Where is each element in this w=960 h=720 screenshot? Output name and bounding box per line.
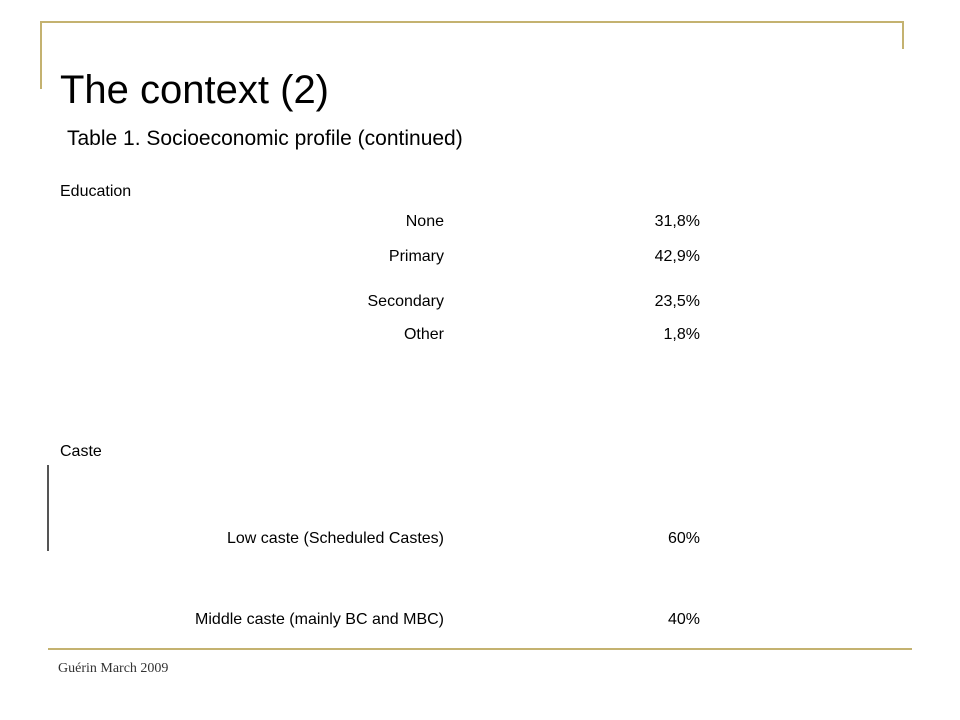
education-row-value: 31,8%	[654, 213, 700, 230]
left-vertical-rule	[47, 465, 49, 551]
footer-credit: Guérin March 2009	[58, 661, 169, 676]
education-row-label: None	[405, 213, 444, 230]
caste-row-value: 60%	[667, 530, 700, 547]
education-row-value: 1,8%	[663, 326, 700, 343]
table-caption: Table 1. Socioeconomic profile (continue…	[67, 127, 463, 150]
bottom-decorative-line	[48, 648, 912, 650]
caste-row-label: Low caste (Scheduled Castes)	[227, 530, 444, 547]
education-heading: Education	[60, 183, 132, 200]
education-row-label: Other	[403, 326, 444, 343]
top-left-decorative-tick	[40, 21, 42, 89]
caste-heading: Caste	[60, 443, 102, 460]
education-row-label: Secondary	[367, 293, 445, 310]
caste-row-value: 40%	[667, 611, 700, 628]
top-right-decorative-tick	[902, 21, 904, 49]
education-row-value: 42,9%	[654, 248, 700, 265]
education-row-value: 23,5%	[654, 293, 700, 310]
top-decorative-line	[40, 21, 904, 23]
slide-title: The context (2)	[60, 68, 330, 112]
caste-row-label: Middle caste (mainly BC and MBC)	[195, 611, 444, 628]
education-row-label: Primary	[388, 248, 444, 265]
